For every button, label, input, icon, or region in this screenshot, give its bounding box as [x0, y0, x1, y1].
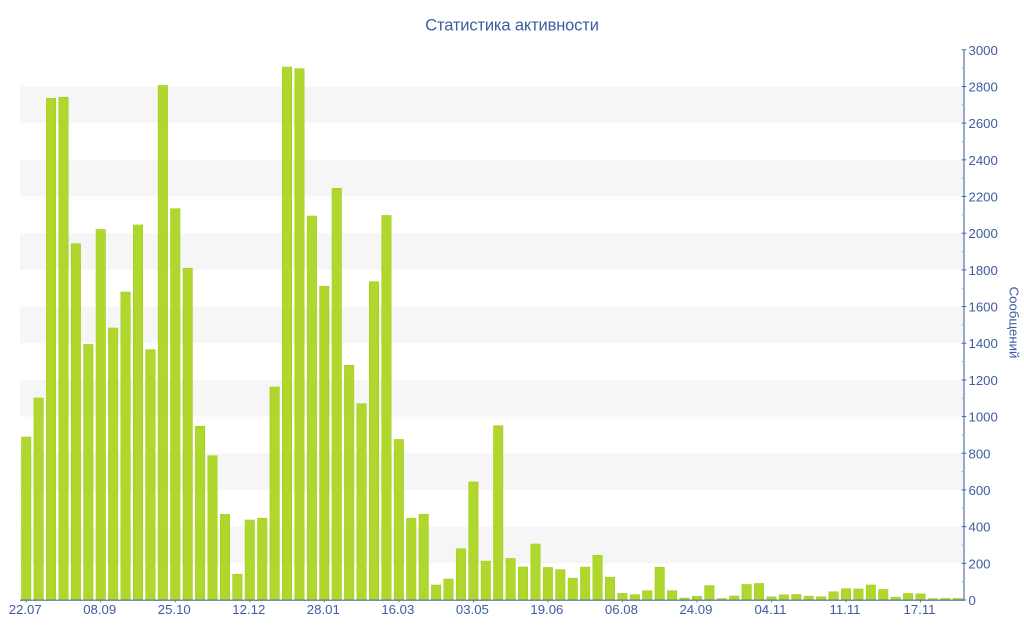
svg-text:2600: 2600 [969, 116, 998, 131]
svg-text:2400: 2400 [969, 153, 998, 168]
svg-text:600: 600 [969, 483, 991, 498]
svg-text:0: 0 [969, 593, 976, 608]
svg-text:16.03: 16.03 [381, 602, 414, 617]
svg-text:25.10: 25.10 [158, 602, 191, 617]
svg-text:06.08: 06.08 [605, 602, 638, 617]
svg-text:2800: 2800 [969, 79, 998, 94]
svg-text:2200: 2200 [969, 190, 998, 205]
svg-text:1000: 1000 [969, 410, 998, 425]
svg-text:200: 200 [969, 556, 991, 571]
svg-text:1400: 1400 [969, 336, 998, 351]
svg-text:1600: 1600 [969, 300, 998, 315]
svg-text:22.07: 22.07 [9, 602, 42, 617]
svg-text:2000: 2000 [969, 226, 998, 241]
svg-text:28.01: 28.01 [307, 602, 340, 617]
svg-text:3000: 3000 [969, 43, 998, 58]
svg-text:17.11: 17.11 [904, 602, 936, 617]
svg-text:19.06: 19.06 [530, 602, 563, 617]
svg-text:03.05: 03.05 [456, 602, 489, 617]
svg-text:Статистика активности: Статистика активности [425, 17, 599, 35]
svg-text:800: 800 [969, 446, 991, 461]
svg-text:04.11: 04.11 [754, 602, 786, 617]
svg-text:12.12: 12.12 [232, 602, 265, 617]
svg-text:400: 400 [969, 520, 991, 535]
svg-text:24.09: 24.09 [679, 602, 712, 617]
svg-text:Сообщений: Сообщений [1006, 287, 1021, 359]
svg-text:11.11: 11.11 [829, 602, 860, 617]
svg-text:1800: 1800 [969, 263, 998, 278]
svg-text:08.09: 08.09 [83, 602, 116, 617]
svg-text:1200: 1200 [969, 373, 998, 388]
